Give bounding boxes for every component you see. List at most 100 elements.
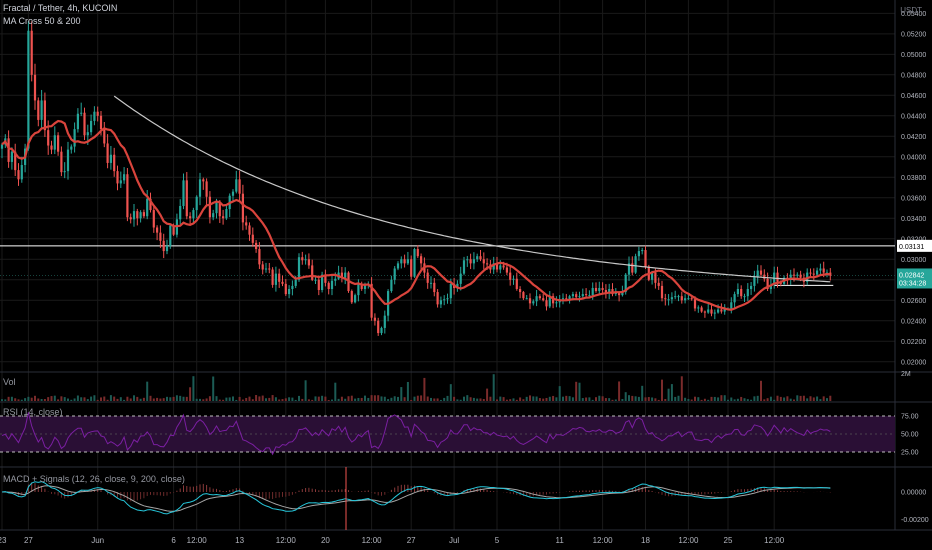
candle-body xyxy=(528,298,532,304)
candle-body xyxy=(80,112,83,114)
volume-bar xyxy=(723,395,726,401)
volume-bar xyxy=(657,399,660,401)
volume-bar xyxy=(255,395,258,401)
volume-bar xyxy=(268,397,271,401)
volume-bar xyxy=(637,396,640,401)
date-tick-label: 12:00 xyxy=(593,536,614,545)
volume-label[interactable]: Vol xyxy=(3,377,16,387)
volume-bar xyxy=(720,395,723,401)
volume-bar xyxy=(443,397,446,401)
rsi-label[interactable]: RSI (14, close) xyxy=(3,407,63,417)
volume-bar xyxy=(436,398,439,401)
volume-bar xyxy=(812,397,815,401)
candle-body xyxy=(413,249,416,277)
volume-bar xyxy=(413,396,416,401)
date-axis[interactable]: 23 27 Jun 6 12:00 13 12:00 20 12:00 27 Jul 5 11 12:00… xyxy=(0,536,785,545)
volume-bar xyxy=(426,396,429,401)
volume-bar xyxy=(195,398,198,401)
volume-bar xyxy=(393,396,396,401)
candle-body xyxy=(268,268,271,270)
price-tick-label: 0.05200 xyxy=(901,31,926,38)
volume-bar xyxy=(793,399,795,401)
volume-bar xyxy=(710,396,713,401)
candle-body xyxy=(218,201,221,217)
volume-bar xyxy=(248,396,251,401)
volume-bar xyxy=(142,397,145,401)
candle-body xyxy=(535,296,538,302)
candle-body xyxy=(641,250,644,252)
candle-body xyxy=(604,290,607,294)
ma-indicator-label[interactable]: MA Cross 50 & 200 xyxy=(3,16,81,26)
volume-bar xyxy=(235,399,238,401)
volume-bar xyxy=(109,395,112,401)
candle-body xyxy=(720,309,723,312)
candle-body xyxy=(86,132,89,136)
volume-bar xyxy=(664,398,667,401)
candle-body xyxy=(370,283,373,318)
volume-bar xyxy=(525,396,528,401)
volume-bar xyxy=(301,398,304,401)
level-badge xyxy=(897,239,932,252)
volume-bar xyxy=(746,399,749,401)
volume-bar xyxy=(350,395,353,401)
volume-bar xyxy=(779,396,782,401)
candle-body xyxy=(90,120,93,133)
candle-body xyxy=(736,288,739,295)
volume-bar xyxy=(324,396,327,401)
volume-bar xyxy=(70,399,73,401)
candle-body xyxy=(165,245,169,252)
volume-bar xyxy=(783,397,786,401)
volume-bar xyxy=(505,399,508,401)
volume-bar xyxy=(60,396,63,401)
candle-body xyxy=(162,240,165,252)
candle-body xyxy=(116,171,119,184)
date-tick-label: 20 xyxy=(321,536,330,545)
macd-label[interactable]: MACD + Signals (12, 26, close, 9, 200, c… xyxy=(3,474,185,484)
volume-bar xyxy=(133,395,135,401)
price-axis[interactable]: 0.020000.022000.024000.026000.028000.030… xyxy=(901,11,926,366)
volume-bar xyxy=(763,399,766,401)
candle-body xyxy=(195,196,198,211)
volume-bar xyxy=(126,396,129,401)
symbol-title[interactable]: Fractal / Tether, 4h, KUCOIN xyxy=(3,3,118,13)
candle-body xyxy=(443,299,446,301)
candle-body xyxy=(76,113,79,130)
macd-signal-line xyxy=(1,485,831,512)
candle-body xyxy=(743,296,746,298)
candle-body xyxy=(505,267,508,273)
volume-bar xyxy=(562,396,564,401)
candle-body xyxy=(667,299,670,301)
candle-body xyxy=(47,130,50,146)
volume-bar xyxy=(373,395,376,401)
price-tick-label: 0.02600 xyxy=(901,298,926,305)
candle-body xyxy=(713,312,716,314)
candle-body xyxy=(472,259,475,264)
price-tick-label: 0.05400 xyxy=(901,11,926,18)
volume-bar xyxy=(307,399,310,401)
volume-bar xyxy=(598,395,601,401)
volume-bar xyxy=(383,396,386,401)
price-tick-label: 0.02000 xyxy=(901,359,926,366)
volume-bar xyxy=(700,399,703,401)
volume-bar xyxy=(331,399,333,401)
date-tick-label: 12:00 xyxy=(678,536,699,545)
candle-body xyxy=(202,179,205,182)
candle-body xyxy=(750,285,753,289)
candle-body xyxy=(377,320,380,334)
volume-bar xyxy=(311,399,314,401)
volume-bar xyxy=(278,399,281,401)
candle-body xyxy=(416,249,419,257)
candle-body xyxy=(50,145,53,150)
candle-body xyxy=(588,295,591,297)
volume-bar xyxy=(182,396,185,401)
volume-bar xyxy=(241,399,244,401)
volume-bar xyxy=(291,397,294,401)
macd-tick-label: -0.00200 xyxy=(901,517,929,524)
volume-bar xyxy=(403,397,406,401)
volume-bar xyxy=(690,399,693,401)
volume-bar xyxy=(53,395,56,401)
candle-body xyxy=(123,174,126,181)
volume-bar xyxy=(512,398,515,401)
candle-body xyxy=(383,315,386,328)
